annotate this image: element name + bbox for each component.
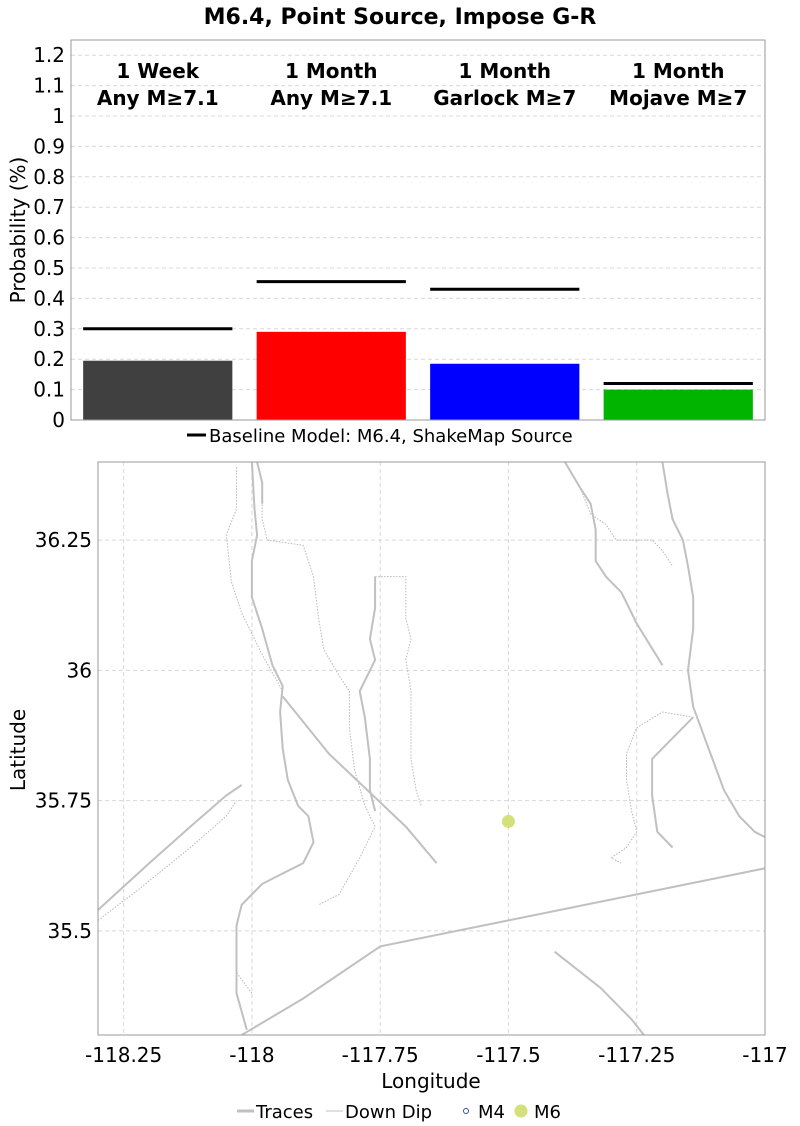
fault-trace: [241, 867, 765, 1035]
bar-plot-frame: [70, 39, 766, 421]
bar-y-tick-label: 0.3: [33, 317, 65, 341]
map-x-tick-label: -117: [742, 1043, 787, 1067]
legend-label: M6: [534, 1102, 561, 1123]
bar: [256, 331, 406, 420]
legend-swatch-m4: [463, 1108, 469, 1114]
fault-trace: [235, 462, 315, 1031]
category-label: 1 Month: [458, 59, 551, 83]
fault-trace: [256, 462, 264, 504]
bar-y-tick-label: 0.5: [33, 256, 65, 280]
map-plot-frame: [97, 461, 766, 1036]
event-markers: [501, 814, 515, 828]
fault-traces: [98, 462, 765, 1035]
down-dip-line: [579, 487, 674, 567]
bar-y-tick-label: 1: [52, 104, 65, 128]
down-dip-line: [225, 467, 284, 692]
chart-title: M6.4, Point Source, Impose G-R: [204, 5, 597, 30]
map-x-tick-label: -117.5: [476, 1043, 540, 1067]
map-x-tick-label: -117.25: [598, 1043, 675, 1067]
category-labels: 1 Week Any M≥7.1 1 Month Any M≥7.1 1 Month Ga…: [97, 59, 747, 110]
bar-y-tick-label: 1.1: [33, 74, 65, 98]
bar-marks: [83, 331, 753, 420]
bar: [83, 360, 233, 420]
bar: [603, 389, 753, 420]
down-dip-line: [610, 711, 694, 864]
map-y-axis-label: Latitude: [6, 709, 30, 791]
bar-y-tick-label: 0: [52, 408, 65, 432]
bar-y-tick-label: 0.4: [33, 286, 65, 310]
map-y-tick-label: 36: [67, 658, 92, 682]
fault-trace: [553, 950, 646, 1035]
bar-y-axis-label: Probability (%): [6, 157, 30, 304]
fault-trace: [651, 716, 694, 849]
down-dip-line: [261, 498, 376, 906]
legend-label: Down Dip: [345, 1102, 432, 1123]
m6-event-marker: [501, 814, 515, 828]
legend-label: Traces: [255, 1102, 313, 1123]
category-label: 1 Month: [285, 59, 378, 83]
map-y-tick-label: 36.25: [35, 528, 92, 552]
fault-trace: [564, 462, 664, 666]
down-dip-lines: [98, 467, 694, 994]
bar-chart: M6.4, Point Source, Impose G-R Probabili…: [6, 5, 766, 447]
map-gridlines: [98, 462, 766, 1035]
map-chart: Latitude Longitude -118.25 -118 -117.75 -11…: [6, 461, 788, 1123]
map-x-tick-label: -117.75: [342, 1043, 419, 1067]
category-label: 1 Month: [632, 59, 725, 83]
down-dip-line: [375, 576, 422, 806]
legend-baseline-label: Baseline Model: M6.4, ShakeMap Source: [209, 426, 573, 447]
category-label: Garlock M≥7: [433, 86, 576, 110]
baseline-marks: [83, 280, 753, 386]
bar-y-tick-label: 0.2: [33, 347, 65, 371]
bar-y-tick-label: 0.1: [33, 378, 65, 402]
bar-y-ticks: 0 0.1 0.2 0.3 0.4 0.5 0.6 0.7 0.8 0.9 1 1.1 1.2: [33, 43, 65, 432]
down-dip-line: [236, 972, 253, 994]
down-dip-line: [98, 800, 237, 921]
fault-trace: [358, 576, 377, 812]
fault-trace: [661, 462, 765, 838]
map-y-ticks: 35.5 35.75 36 36.25: [35, 528, 92, 943]
legend-swatch-m6: [514, 1104, 528, 1118]
category-label: Mojave M≥7: [609, 86, 747, 110]
map-x-tick-label: -118.25: [85, 1043, 162, 1067]
bar: [430, 363, 580, 420]
bar-y-tick-label: 0.6: [33, 226, 65, 250]
map-y-tick-label: 35.75: [35, 789, 92, 813]
bar-y-tick-label: 0.9: [33, 134, 65, 158]
bar-y-tick-label: 0.8: [33, 165, 65, 189]
map-legend: Traces Down Dip M4 M6: [237, 1102, 561, 1123]
map-x-ticks: -118.25 -118 -117.75 -117.5 -117.25 -117: [85, 1043, 788, 1067]
map-x-axis-label: Longitude: [381, 1069, 480, 1093]
map-x-tick-label: -118: [229, 1043, 274, 1067]
bar-legend: Baseline Model: M6.4, ShakeMap Source: [187, 426, 573, 447]
bar-y-tick-label: 0.7: [33, 195, 65, 219]
legend-label: M4: [478, 1102, 505, 1123]
category-label: 1 Week: [116, 59, 199, 83]
bar-y-tick-label: 1.2: [33, 43, 65, 67]
fault-trace: [281, 695, 438, 864]
fault-trace: [98, 784, 243, 911]
map-y-tick-label: 35.5: [47, 919, 92, 943]
category-label: Any M≥7.1: [97, 86, 219, 110]
category-label: Any M≥7.1: [270, 86, 392, 110]
